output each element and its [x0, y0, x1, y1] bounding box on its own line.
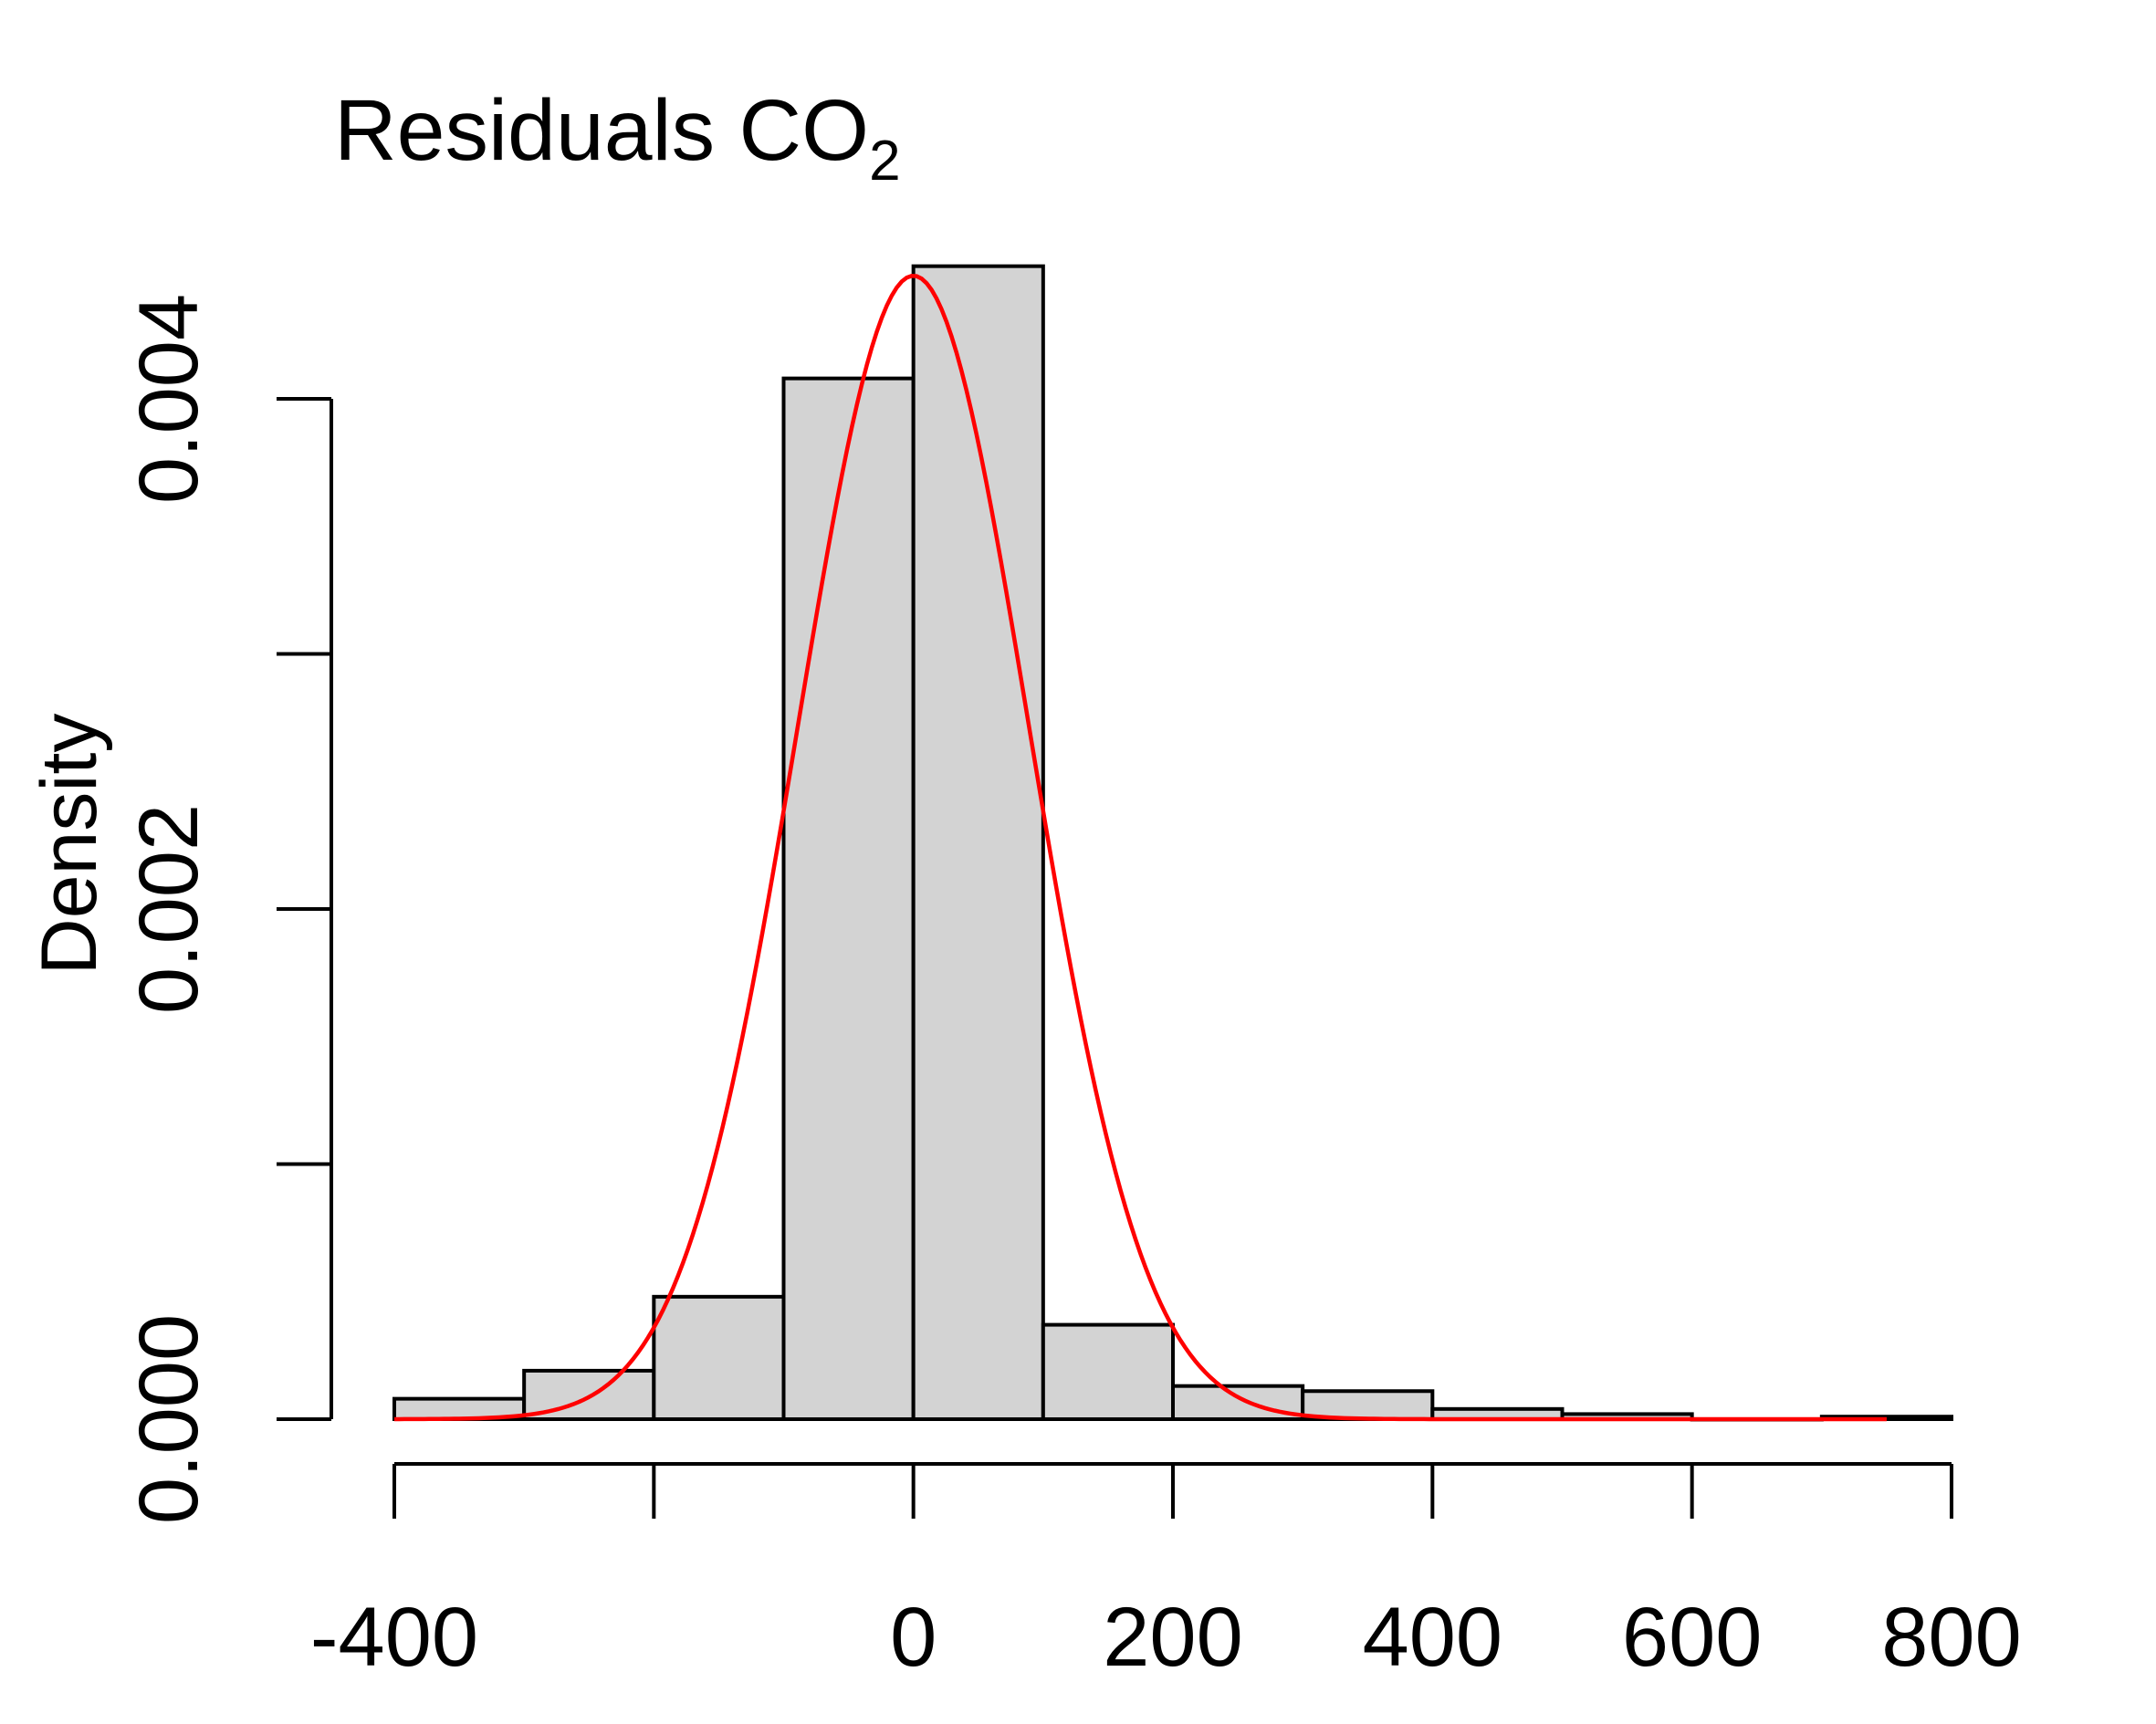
chart-title: Residuals CO2: [334, 82, 901, 193]
chart-title-main: Residuals CO: [334, 82, 869, 179]
x-tick-label: 400: [1363, 1591, 1503, 1684]
x-tick-label: 600: [1622, 1591, 1763, 1684]
y-tick-label: 0.000: [122, 1314, 215, 1524]
y-tick-label: 0.004: [122, 294, 215, 504]
x-tick-label: 200: [1103, 1591, 1243, 1684]
x-tick-label: 0: [890, 1591, 937, 1684]
x-tick-label: -400: [310, 1591, 478, 1684]
histogram-bar: [1041, 1322, 1176, 1421]
y-axis: 0.000 0.002 0.004: [122, 294, 333, 1524]
y-tick-label: 0.002: [122, 804, 215, 1014]
chart-title-subscript: 2: [869, 130, 900, 193]
histogram-bar: [781, 376, 916, 1421]
histogram-bars: [392, 264, 1954, 1422]
y-axis-label: Density: [26, 714, 113, 976]
histogram-bar: [911, 264, 1045, 1421]
normal-density-curve: [393, 274, 1887, 1422]
x-tick-label: 800: [1881, 1591, 2022, 1684]
x-axis: -400 0 200 400 600 800: [310, 1462, 2022, 1684]
histogram-bar: [652, 1294, 786, 1421]
